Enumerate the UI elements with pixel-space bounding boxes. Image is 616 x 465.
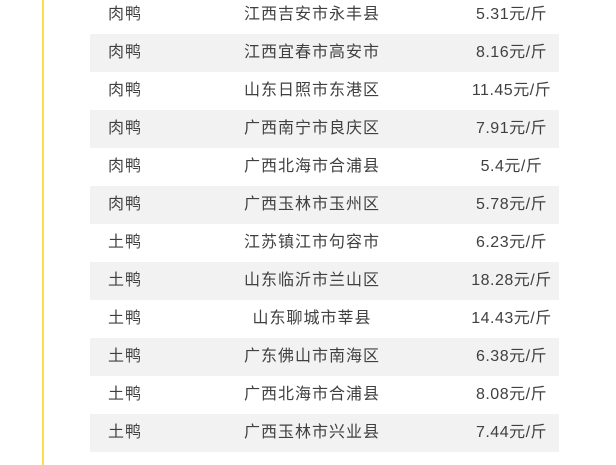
location-cell: 山东临沂市兰山区 xyxy=(243,272,380,289)
table-row: 肉鸭 广西南宁市良庆区 7.91元/斤 xyxy=(90,110,559,148)
table-row: 土鸭 广东佛山市南海区 6.38元/斤 xyxy=(90,338,559,376)
price-cell: 5.31元/斤 xyxy=(475,6,548,23)
location-cell: 江西宜春市高安市 xyxy=(243,44,380,61)
location-cell: 广西玉林市兴业县 xyxy=(243,424,380,441)
left-accent-line xyxy=(42,0,44,465)
breed-cell: 土鸭 xyxy=(107,272,142,289)
price-cell: 7.44元/斤 xyxy=(475,424,548,441)
breed-cell: 土鸭 xyxy=(107,424,142,441)
breed-cell: 肉鸭 xyxy=(107,196,142,213)
price-cell: 6.38元/斤 xyxy=(475,348,548,365)
price-cell: 5.4元/斤 xyxy=(480,158,543,175)
price-table: 肉鸭 江西吉安市永丰县 5.31元/斤 肉鸭 江西宜春市高安市 8.16元/斤 … xyxy=(90,0,559,452)
price-cell: 18.28元/斤 xyxy=(471,272,552,289)
breed-cell: 肉鸭 xyxy=(107,158,142,175)
price-cell: 11.45元/斤 xyxy=(471,82,552,99)
breed-cell: 土鸭 xyxy=(107,386,142,403)
table-row: 肉鸭 广西北海市合浦县 5.4元/斤 xyxy=(90,148,559,186)
breed-cell: 肉鸭 xyxy=(107,44,142,61)
price-cell: 6.23元/斤 xyxy=(475,234,548,251)
location-cell: 广西北海市合浦县 xyxy=(243,158,380,175)
table-row: 土鸭 广西玉林市兴业县 7.44元/斤 xyxy=(90,414,559,452)
price-cell: 7.91元/斤 xyxy=(475,120,548,137)
breed-cell: 土鸭 xyxy=(107,348,142,365)
location-cell: 江西吉安市永丰县 xyxy=(243,6,380,23)
price-cell: 8.08元/斤 xyxy=(475,386,548,403)
breed-cell: 肉鸭 xyxy=(107,120,142,137)
table-row: 土鸭 山东临沂市兰山区 18.28元/斤 xyxy=(90,262,559,300)
breed-cell: 土鸭 xyxy=(107,234,142,251)
table-row: 肉鸭 山东日照市东港区 11.45元/斤 xyxy=(90,72,559,110)
table-row: 土鸭 江苏镇江市句容市 6.23元/斤 xyxy=(90,224,559,262)
price-cell: 5.78元/斤 xyxy=(475,196,548,213)
price-cell: 8.16元/斤 xyxy=(475,44,548,61)
price-cell: 14.43元/斤 xyxy=(471,310,552,327)
breed-cell: 土鸭 xyxy=(107,310,142,327)
location-cell: 广东佛山市南海区 xyxy=(243,348,380,365)
location-cell: 山东日照市东港区 xyxy=(243,82,380,99)
location-cell: 广西南宁市良庆区 xyxy=(243,120,380,137)
location-cell: 江苏镇江市句容市 xyxy=(243,234,380,251)
table-row: 土鸭 广西北海市合浦县 8.08元/斤 xyxy=(90,376,559,414)
location-cell: 广西北海市合浦县 xyxy=(243,386,380,403)
table-row: 肉鸭 广西玉林市玉州区 5.78元/斤 xyxy=(90,186,559,224)
table-row: 土鸭 山东聊城市莘县 14.43元/斤 xyxy=(90,300,559,338)
location-cell: 广西玉林市玉州区 xyxy=(243,196,380,213)
table-row: 肉鸭 江西宜春市高安市 8.16元/斤 xyxy=(90,34,559,72)
table-row: 肉鸭 江西吉安市永丰县 5.31元/斤 xyxy=(90,0,559,34)
breed-cell: 肉鸭 xyxy=(107,6,142,23)
breed-cell: 肉鸭 xyxy=(107,82,142,99)
location-cell: 山东聊城市莘县 xyxy=(252,310,372,327)
